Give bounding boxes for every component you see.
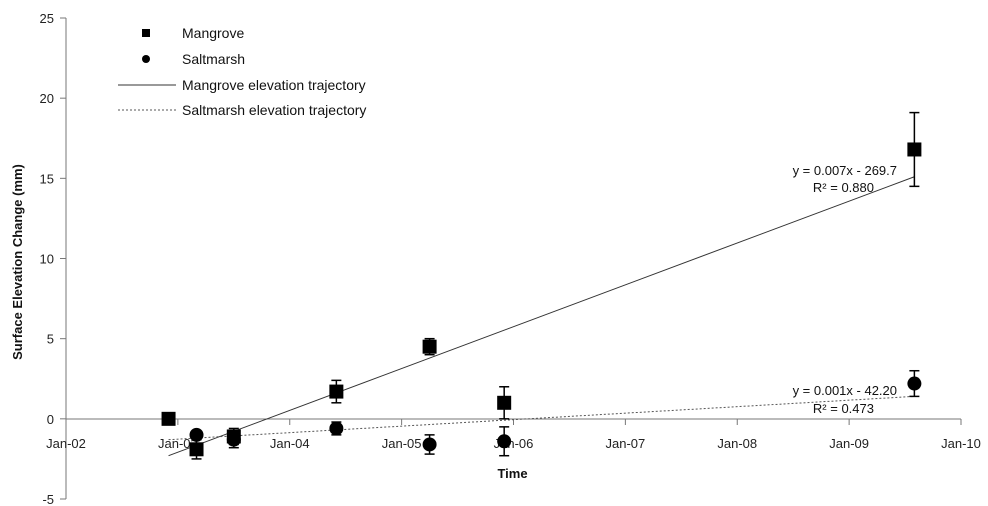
- x-tick-label: Jan-07: [606, 436, 646, 451]
- trendlines: [168, 176, 915, 457]
- legend-label: Saltmarsh: [182, 51, 245, 67]
- legend-square-marker: [142, 29, 150, 37]
- legend: Mangrove Saltmarsh Mangrove elevation traj…: [118, 25, 366, 118]
- mangrove-trendline: [168, 176, 915, 457]
- x-tick-label: Jan-09: [829, 436, 869, 451]
- x-tick-label: Jan-08: [717, 436, 757, 451]
- saltmarsh-equation-text: y = 0.001x - 42.20: [793, 383, 897, 398]
- saltmarsh-equation-r2: R² = 0.473: [813, 401, 874, 416]
- saltmarsh-point: [422, 437, 437, 452]
- mangrove-point: [907, 142, 922, 157]
- mangrove-equation-r2: R² = 0.880: [813, 180, 874, 195]
- y-tick-label: -5: [42, 492, 54, 506]
- mangrove-point: [189, 442, 204, 457]
- y-tick-label: 10: [40, 252, 54, 267]
- mangrove-point: [329, 384, 344, 399]
- data-markers: [161, 111, 922, 460]
- y-tick-label: 0: [47, 412, 54, 427]
- mangrove-equation-text: y = 0.007x - 269.7: [793, 163, 897, 178]
- y-axis-title: Surface Elevation Change (mm): [10, 164, 25, 360]
- y-tick-label: 5: [47, 332, 54, 347]
- x-axis-title: Time: [497, 466, 527, 481]
- legend-circle-marker: [142, 55, 150, 63]
- legend-saltmarsh: Saltmarsh: [142, 51, 245, 67]
- trend-annotations: y = 0.007x - 269.7 R² = 0.880 y = 0.001x -…: [793, 163, 897, 416]
- saltmarsh-point: [907, 376, 922, 391]
- legend-label: Saltmarsh elevation trajectory: [182, 102, 366, 118]
- saltmarsh-point: [189, 427, 204, 442]
- y-tick-label: 15: [40, 171, 54, 186]
- legend-label: Mangrove elevation trajectory: [182, 77, 366, 93]
- saltmarsh-point: [329, 421, 344, 436]
- legend-label: Mangrove: [182, 25, 244, 41]
- saltmarsh-point: [497, 434, 512, 449]
- mangrove-point: [422, 339, 437, 354]
- y-tick-label: 25: [40, 11, 54, 26]
- legend-saltmarsh-trajectory: Saltmarsh elevation trajectory: [118, 102, 366, 118]
- mangrove-point: [161, 411, 176, 426]
- saltmarsh-point: [226, 432, 241, 447]
- x-tick-label: Jan-02: [46, 436, 86, 451]
- saltmarsh-trendline: [168, 395, 915, 441]
- mangrove-point: [497, 395, 512, 410]
- y-tick-label: 20: [40, 91, 54, 106]
- x-tick-label: Jan-03: [158, 436, 198, 451]
- x-tick-label: Jan-05: [382, 436, 422, 451]
- x-tick-label: Jan-10: [941, 436, 981, 451]
- legend-mangrove: Mangrove: [142, 25, 244, 41]
- x-tick-label: Jan-04: [270, 436, 310, 451]
- legend-mangrove-trajectory: Mangrove elevation trajectory: [118, 77, 366, 93]
